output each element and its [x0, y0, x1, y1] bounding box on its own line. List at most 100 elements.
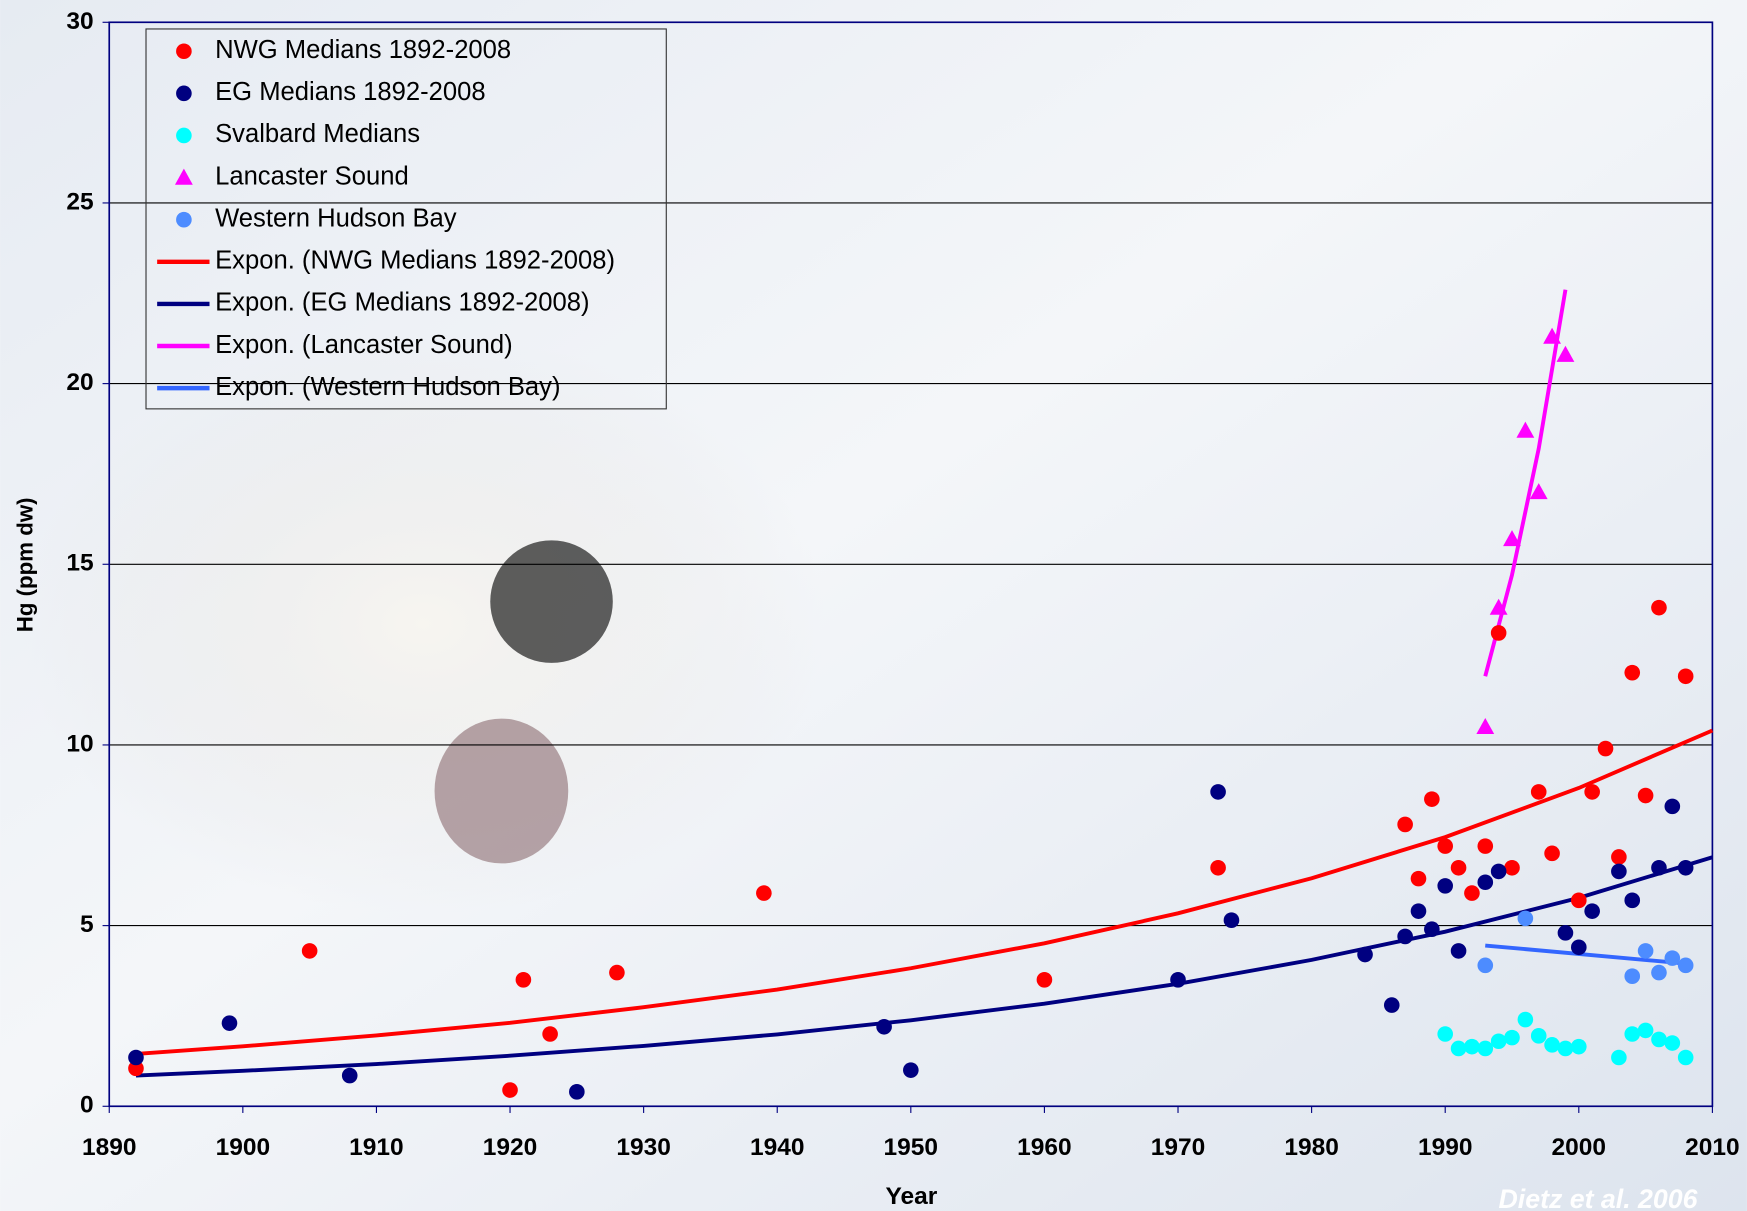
- point: [1504, 1029, 1520, 1046]
- point: [128, 1060, 144, 1077]
- point: [756, 885, 772, 901]
- point: [1490, 625, 1507, 641]
- point: [1530, 784, 1547, 800]
- y-axis-label: Hg (ppm dw): [13, 497, 38, 632]
- point: [1397, 928, 1413, 945]
- point: [1651, 1031, 1667, 1048]
- legend-label: Expon. (Lancaster Sound): [215, 331, 513, 359]
- y-tick-label: 15: [66, 550, 93, 577]
- x-tick-label: 1990: [1418, 1134, 1473, 1161]
- x-tick-label: 1890: [82, 1134, 137, 1161]
- point: [1450, 859, 1467, 876]
- point: [1503, 530, 1521, 547]
- x-tick-label: 2010: [1685, 1134, 1740, 1161]
- legend-swatch: [174, 168, 193, 185]
- point: [1664, 798, 1681, 815]
- point: [1210, 784, 1226, 800]
- point: [1584, 903, 1600, 919]
- point: [1637, 787, 1654, 804]
- point: [1651, 859, 1667, 876]
- point: [1210, 859, 1226, 876]
- point: [1584, 784, 1600, 800]
- point: [1464, 1038, 1480, 1055]
- y-tick-label: 0: [80, 1092, 94, 1119]
- trend-line: [1485, 943, 1686, 966]
- legend-label: Western Hudson Bay: [215, 204, 457, 232]
- point: [502, 1082, 518, 1098]
- point: [301, 943, 318, 959]
- point: [1557, 1040, 1574, 1057]
- point: [1611, 849, 1627, 865]
- legend-swatch: [176, 211, 192, 228]
- x-tick-label: 1970: [1151, 1134, 1206, 1161]
- point: [128, 1049, 144, 1066]
- point: [1424, 921, 1440, 938]
- point: [1624, 892, 1641, 909]
- legend-label: EG Medians 1892-2008: [215, 78, 486, 106]
- point: [1543, 327, 1561, 344]
- point: [1624, 1026, 1641, 1042]
- x-tick-label: 1930: [616, 1134, 671, 1161]
- point: [1477, 874, 1494, 891]
- point: [1651, 964, 1667, 981]
- point: [1651, 599, 1667, 616]
- point: [1611, 1049, 1627, 1066]
- point: [1677, 668, 1694, 685]
- point: [1677, 1049, 1694, 1066]
- point: [1477, 838, 1494, 854]
- point: [1571, 1038, 1587, 1055]
- point: [341, 1067, 358, 1084]
- x-tick-label: 1960: [1017, 1134, 1072, 1161]
- point: [569, 1084, 585, 1100]
- legend-swatch: [176, 43, 192, 60]
- point: [903, 1062, 919, 1078]
- point: [876, 1018, 892, 1035]
- point: [1397, 816, 1413, 833]
- point: [1664, 1035, 1681, 1051]
- trend-line: [135, 728, 1714, 1056]
- point: [1489, 598, 1508, 615]
- legend-label: Lancaster Sound: [215, 162, 409, 190]
- point: [1170, 972, 1186, 988]
- point: [1571, 939, 1587, 956]
- point: [1529, 483, 1548, 500]
- point: [1357, 946, 1373, 963]
- x-tick-label: 1980: [1284, 1134, 1339, 1161]
- legend-label: Expon. (EG Medians 1892-2008): [215, 289, 589, 317]
- point: [1677, 957, 1694, 974]
- point: [1516, 421, 1535, 438]
- x-tick-label: 1940: [750, 1134, 805, 1161]
- point: [1637, 943, 1654, 959]
- point: [1477, 957, 1494, 974]
- point: [1424, 791, 1440, 807]
- point: [1637, 1022, 1654, 1039]
- point: [1571, 892, 1587, 909]
- point: [1611, 863, 1627, 880]
- point: [1544, 845, 1560, 862]
- point: [1437, 878, 1454, 894]
- x-tick-label: 1910: [349, 1134, 404, 1161]
- point: [1410, 903, 1427, 919]
- point: [1624, 968, 1641, 984]
- point: [1677, 859, 1694, 876]
- y-tick-label: 20: [66, 369, 93, 396]
- point: [1624, 664, 1641, 681]
- x-tick-label: 2000: [1552, 1134, 1607, 1161]
- annotation: Dietz et al. 2006: [1498, 1184, 1697, 1211]
- y-tick-label: 10: [66, 730, 93, 757]
- point: [515, 972, 532, 988]
- point: [1517, 1011, 1534, 1028]
- point: [1557, 925, 1574, 941]
- point: [1556, 345, 1575, 362]
- point: [1450, 1040, 1467, 1057]
- point: [1504, 859, 1520, 876]
- y-tick-label: 30: [66, 8, 93, 35]
- background-shape: [490, 540, 613, 663]
- legend-swatch: [176, 85, 192, 102]
- point: [1437, 838, 1454, 854]
- point: [609, 964, 625, 981]
- x-tick-label: 1900: [216, 1134, 271, 1161]
- point: [1490, 863, 1507, 880]
